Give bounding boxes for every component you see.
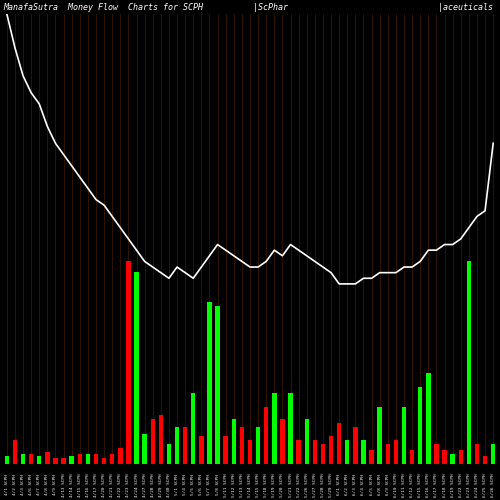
Bar [94,454,98,464]
Bar [442,450,447,464]
Bar [248,440,252,464]
Bar [45,452,50,464]
Bar [12,440,17,464]
Bar [142,434,147,464]
Bar [134,272,139,464]
Bar [4,456,9,464]
Bar [183,428,188,464]
Bar [450,454,455,464]
Bar [166,444,171,464]
Bar [224,436,228,464]
Bar [345,440,350,464]
Bar [370,450,374,464]
Bar [426,373,430,464]
Bar [53,458,58,464]
Bar [304,420,309,464]
Bar [158,416,163,464]
Bar [337,424,342,464]
Bar [418,387,422,464]
Bar [70,456,74,464]
Bar [102,458,106,464]
Bar [21,454,25,464]
Bar [126,262,130,464]
Bar [280,420,284,464]
Bar [175,428,180,464]
Bar [329,436,334,464]
Bar [378,407,382,464]
Bar [37,456,42,464]
Bar [272,393,276,464]
Bar [110,454,114,464]
Bar [150,420,155,464]
Bar [199,436,203,464]
Bar [216,306,220,464]
Bar [394,440,398,464]
Bar [312,440,317,464]
Bar [466,262,471,464]
Bar [191,393,196,464]
Bar [288,393,293,464]
Bar [402,407,406,464]
Bar [78,454,82,464]
Bar [353,428,358,464]
Bar [296,440,301,464]
Bar [62,458,66,464]
Bar [264,407,268,464]
Bar [29,454,34,464]
Bar [474,444,479,464]
Bar [434,444,438,464]
Bar [118,448,122,464]
Bar [207,302,212,464]
Bar [491,444,496,464]
Bar [362,440,366,464]
Bar [410,450,414,464]
Bar [483,456,488,464]
Bar [86,454,90,464]
Bar [386,444,390,464]
Bar [256,428,260,464]
Text: ManafaSutra  Money Flow  Charts for SCPH          |ScPhar                       : ManafaSutra Money Flow Charts for SCPH |… [3,3,493,12]
Bar [320,444,325,464]
Bar [458,450,463,464]
Bar [240,428,244,464]
Bar [232,420,236,464]
